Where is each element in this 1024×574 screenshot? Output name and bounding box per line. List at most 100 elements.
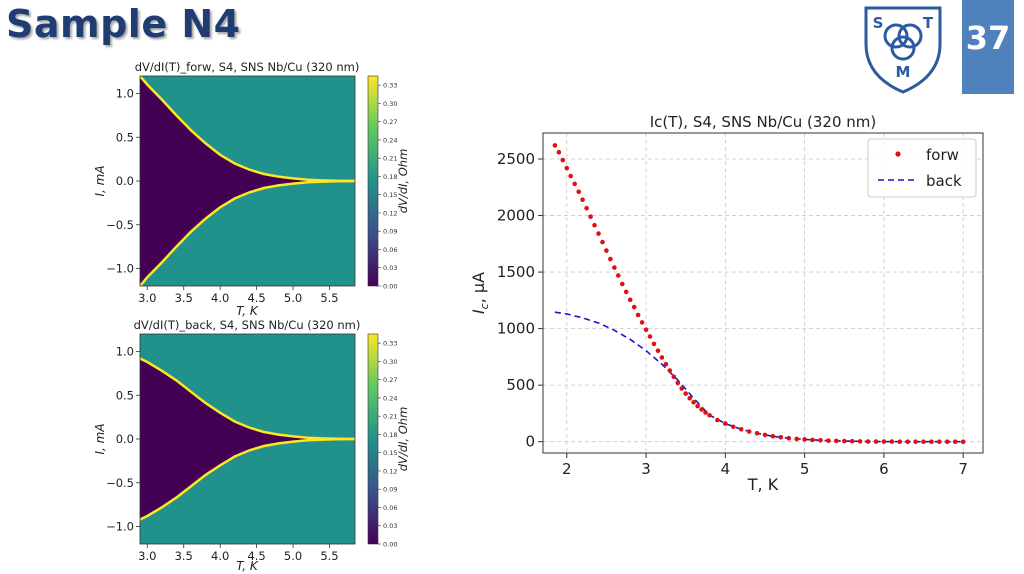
forw-point bbox=[802, 437, 807, 442]
legend-box bbox=[867, 138, 977, 198]
forw-point bbox=[738, 427, 744, 432]
colorbar-tick-label: 0.30 bbox=[383, 358, 397, 366]
y-tick-label: 0.0 bbox=[116, 432, 134, 446]
y-tick-label: 0.5 bbox=[116, 130, 134, 144]
heatmap-superconducting-region bbox=[140, 76, 355, 286]
forw-point bbox=[612, 265, 617, 270]
colorbar-tick-label: 0.24 bbox=[383, 136, 397, 144]
y-tick-label: 1000 bbox=[497, 320, 535, 338]
y-axis-label: I, mA bbox=[93, 165, 107, 196]
forw-point bbox=[639, 320, 645, 325]
colorbar-tick-label: 0.24 bbox=[383, 394, 397, 402]
forw-point bbox=[723, 421, 728, 426]
colorbar bbox=[367, 75, 379, 287]
forw-point bbox=[667, 368, 673, 373]
heatmap-forw-chart: dV/dI(T)_forw, S4, SNS Nb/Cu (320 nm) 3.… bbox=[93, 60, 410, 318]
heatmap-superconducting-region bbox=[140, 358, 355, 520]
legend-forw-marker bbox=[895, 151, 901, 157]
colorbar-tick-label: 0.15 bbox=[383, 191, 397, 199]
x-tick-label: 3.5 bbox=[175, 291, 193, 305]
forw-point bbox=[687, 395, 692, 401]
forw-point bbox=[584, 205, 589, 211]
colorbar-tick-label: 0.30 bbox=[383, 100, 397, 108]
forw-point bbox=[865, 439, 871, 444]
forw-point bbox=[857, 439, 863, 444]
ic-chart-frame bbox=[542, 132, 984, 454]
colorbar-tick-label: 0.09 bbox=[383, 486, 397, 494]
colorbar-label: dV/dI, Ohm bbox=[396, 149, 410, 214]
forw-point bbox=[945, 439, 950, 445]
forw-point bbox=[703, 410, 708, 415]
x-tick-label: 3.5 bbox=[175, 549, 193, 563]
ic-vs-temperature-chart: Ic(T), S4, SNS Nb/Cu (320 nm) 2 3 4 5 6 7 0 50… bbox=[469, 113, 984, 494]
logo-knot bbox=[883, 23, 923, 61]
colorbar-tick-label: 0.21 bbox=[383, 413, 397, 421]
forw-point bbox=[826, 438, 831, 444]
logo-letter-m: M bbox=[896, 63, 911, 81]
forw-point bbox=[552, 143, 558, 148]
heatmap-edge-positive bbox=[140, 76, 355, 183]
forw-point bbox=[786, 435, 792, 441]
colorbar-tick-label: 0.03 bbox=[383, 522, 397, 530]
x-tick-label: 3.0 bbox=[138, 549, 156, 563]
forw-point bbox=[560, 157, 566, 163]
x-tick-label: 4.0 bbox=[211, 549, 229, 563]
forw-point bbox=[623, 289, 629, 295]
heatmap-back-chart: dV/dI(T)_back, S4, SNS Nb/Cu (320 nm) 3.… bbox=[93, 318, 410, 573]
forw-point bbox=[897, 439, 903, 445]
forw-point bbox=[596, 231, 601, 236]
forw-point bbox=[631, 304, 637, 310]
forw-point bbox=[746, 429, 752, 434]
forw-point bbox=[679, 386, 684, 391]
y-tick-label: −0.5 bbox=[106, 476, 134, 490]
forw-point bbox=[937, 439, 942, 445]
forw-point bbox=[695, 403, 700, 409]
forw-point bbox=[849, 438, 855, 444]
forw-point bbox=[929, 439, 934, 445]
ic-chart-title: Ic(T), S4, SNS Nb/Cu (320 nm) bbox=[650, 113, 876, 131]
forw-point bbox=[762, 432, 768, 438]
forw-point bbox=[715, 417, 720, 423]
forw-point bbox=[564, 165, 570, 171]
forw-point bbox=[556, 149, 562, 155]
x-tick-label: 3.0 bbox=[138, 291, 156, 305]
y-tick-label: 1500 bbox=[497, 263, 535, 281]
forw-point bbox=[655, 348, 661, 353]
y-tick-label: −1.0 bbox=[106, 262, 134, 276]
colorbar-tick-label: 0.18 bbox=[383, 431, 397, 439]
forw-point bbox=[616, 273, 621, 278]
y-tick-label: 0.0 bbox=[116, 174, 134, 188]
colorbar-tick-label: 0.33 bbox=[383, 340, 397, 348]
forw-point bbox=[647, 334, 653, 339]
logo-letter-s: S bbox=[873, 14, 884, 32]
y-axis-label: I, mA bbox=[93, 423, 107, 454]
forw-point bbox=[620, 281, 625, 287]
x-tick-label: 4.5 bbox=[247, 549, 265, 563]
page-number-badge: 37 bbox=[962, 0, 1014, 94]
y-tick-label: 500 bbox=[506, 376, 535, 394]
forw-point bbox=[659, 355, 665, 360]
x-axis-label: T, K bbox=[236, 559, 259, 573]
forw-point bbox=[881, 439, 887, 444]
forw-point bbox=[810, 437, 815, 443]
x-tick-label: 5.0 bbox=[284, 549, 302, 563]
forw-point bbox=[627, 297, 633, 303]
x-tick-label: 5.0 bbox=[284, 291, 302, 305]
y-axis-label-unit: , μA bbox=[469, 272, 488, 303]
forw-point bbox=[905, 439, 910, 445]
forw-point bbox=[691, 400, 696, 405]
colorbar bbox=[367, 333, 379, 545]
legend-back-label: back bbox=[926, 172, 962, 190]
y-tick-label: 0.5 bbox=[116, 388, 134, 402]
forw-point bbox=[921, 439, 926, 445]
forw-point bbox=[671, 374, 677, 380]
forw-point bbox=[580, 197, 585, 202]
colorbar-tick-label: 0.00 bbox=[383, 541, 397, 549]
forw-point bbox=[699, 407, 704, 412]
forw-point bbox=[889, 439, 895, 444]
heatmap-edge-negative bbox=[140, 437, 355, 521]
colorbar-tick-label: 0.33 bbox=[383, 82, 397, 90]
forw-point bbox=[651, 341, 657, 347]
legend-forw-label: forw bbox=[926, 146, 959, 164]
colorbar-tick-label: 0.21 bbox=[383, 155, 397, 163]
